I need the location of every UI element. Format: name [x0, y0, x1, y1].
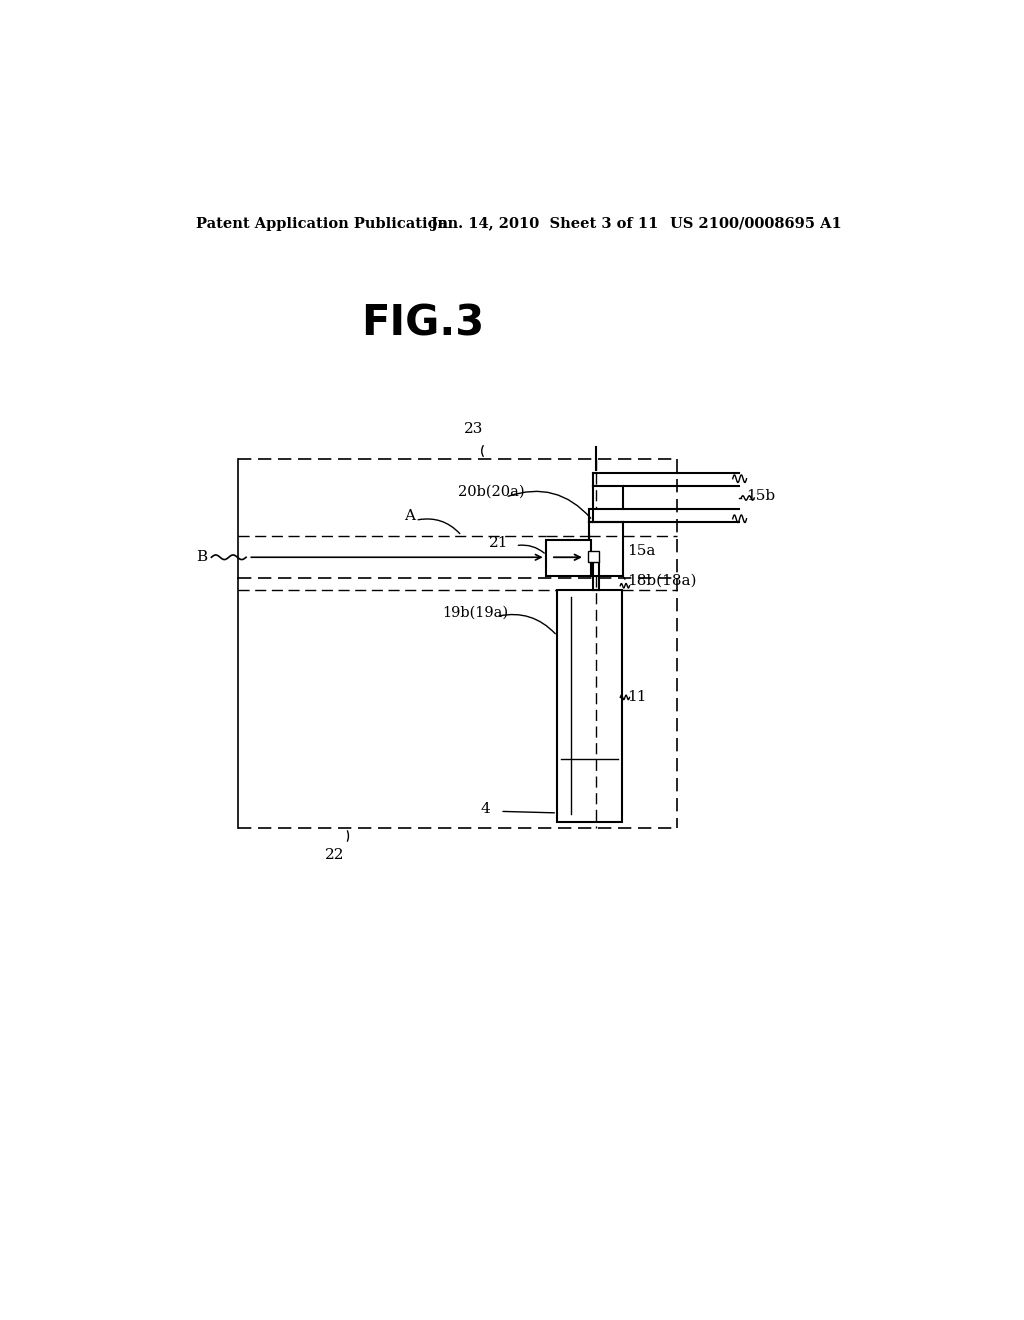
Text: 18b(18a): 18b(18a) — [628, 573, 696, 587]
Text: A: A — [403, 510, 415, 524]
Text: 22: 22 — [325, 847, 344, 862]
Text: US 2100/0008695 A1: US 2100/0008695 A1 — [670, 216, 842, 231]
Text: 21: 21 — [488, 536, 508, 550]
Text: 15b: 15b — [746, 488, 776, 503]
Text: B: B — [197, 550, 208, 564]
Text: 4: 4 — [481, 803, 490, 816]
Text: Jan. 14, 2010  Sheet 3 of 11: Jan. 14, 2010 Sheet 3 of 11 — [431, 216, 658, 231]
Text: 20b(20a): 20b(20a) — [458, 484, 524, 499]
Bar — [547, 540, 591, 576]
Text: Patent Application Publication: Patent Application Publication — [196, 216, 449, 231]
Text: 11: 11 — [628, 690, 647, 705]
Text: 19b(19a): 19b(19a) — [442, 606, 509, 619]
Text: FIG.3: FIG.3 — [361, 304, 484, 345]
Text: 15a: 15a — [628, 544, 655, 558]
Bar — [588, 552, 599, 562]
Text: 23: 23 — [464, 421, 483, 436]
Bar — [557, 590, 622, 822]
